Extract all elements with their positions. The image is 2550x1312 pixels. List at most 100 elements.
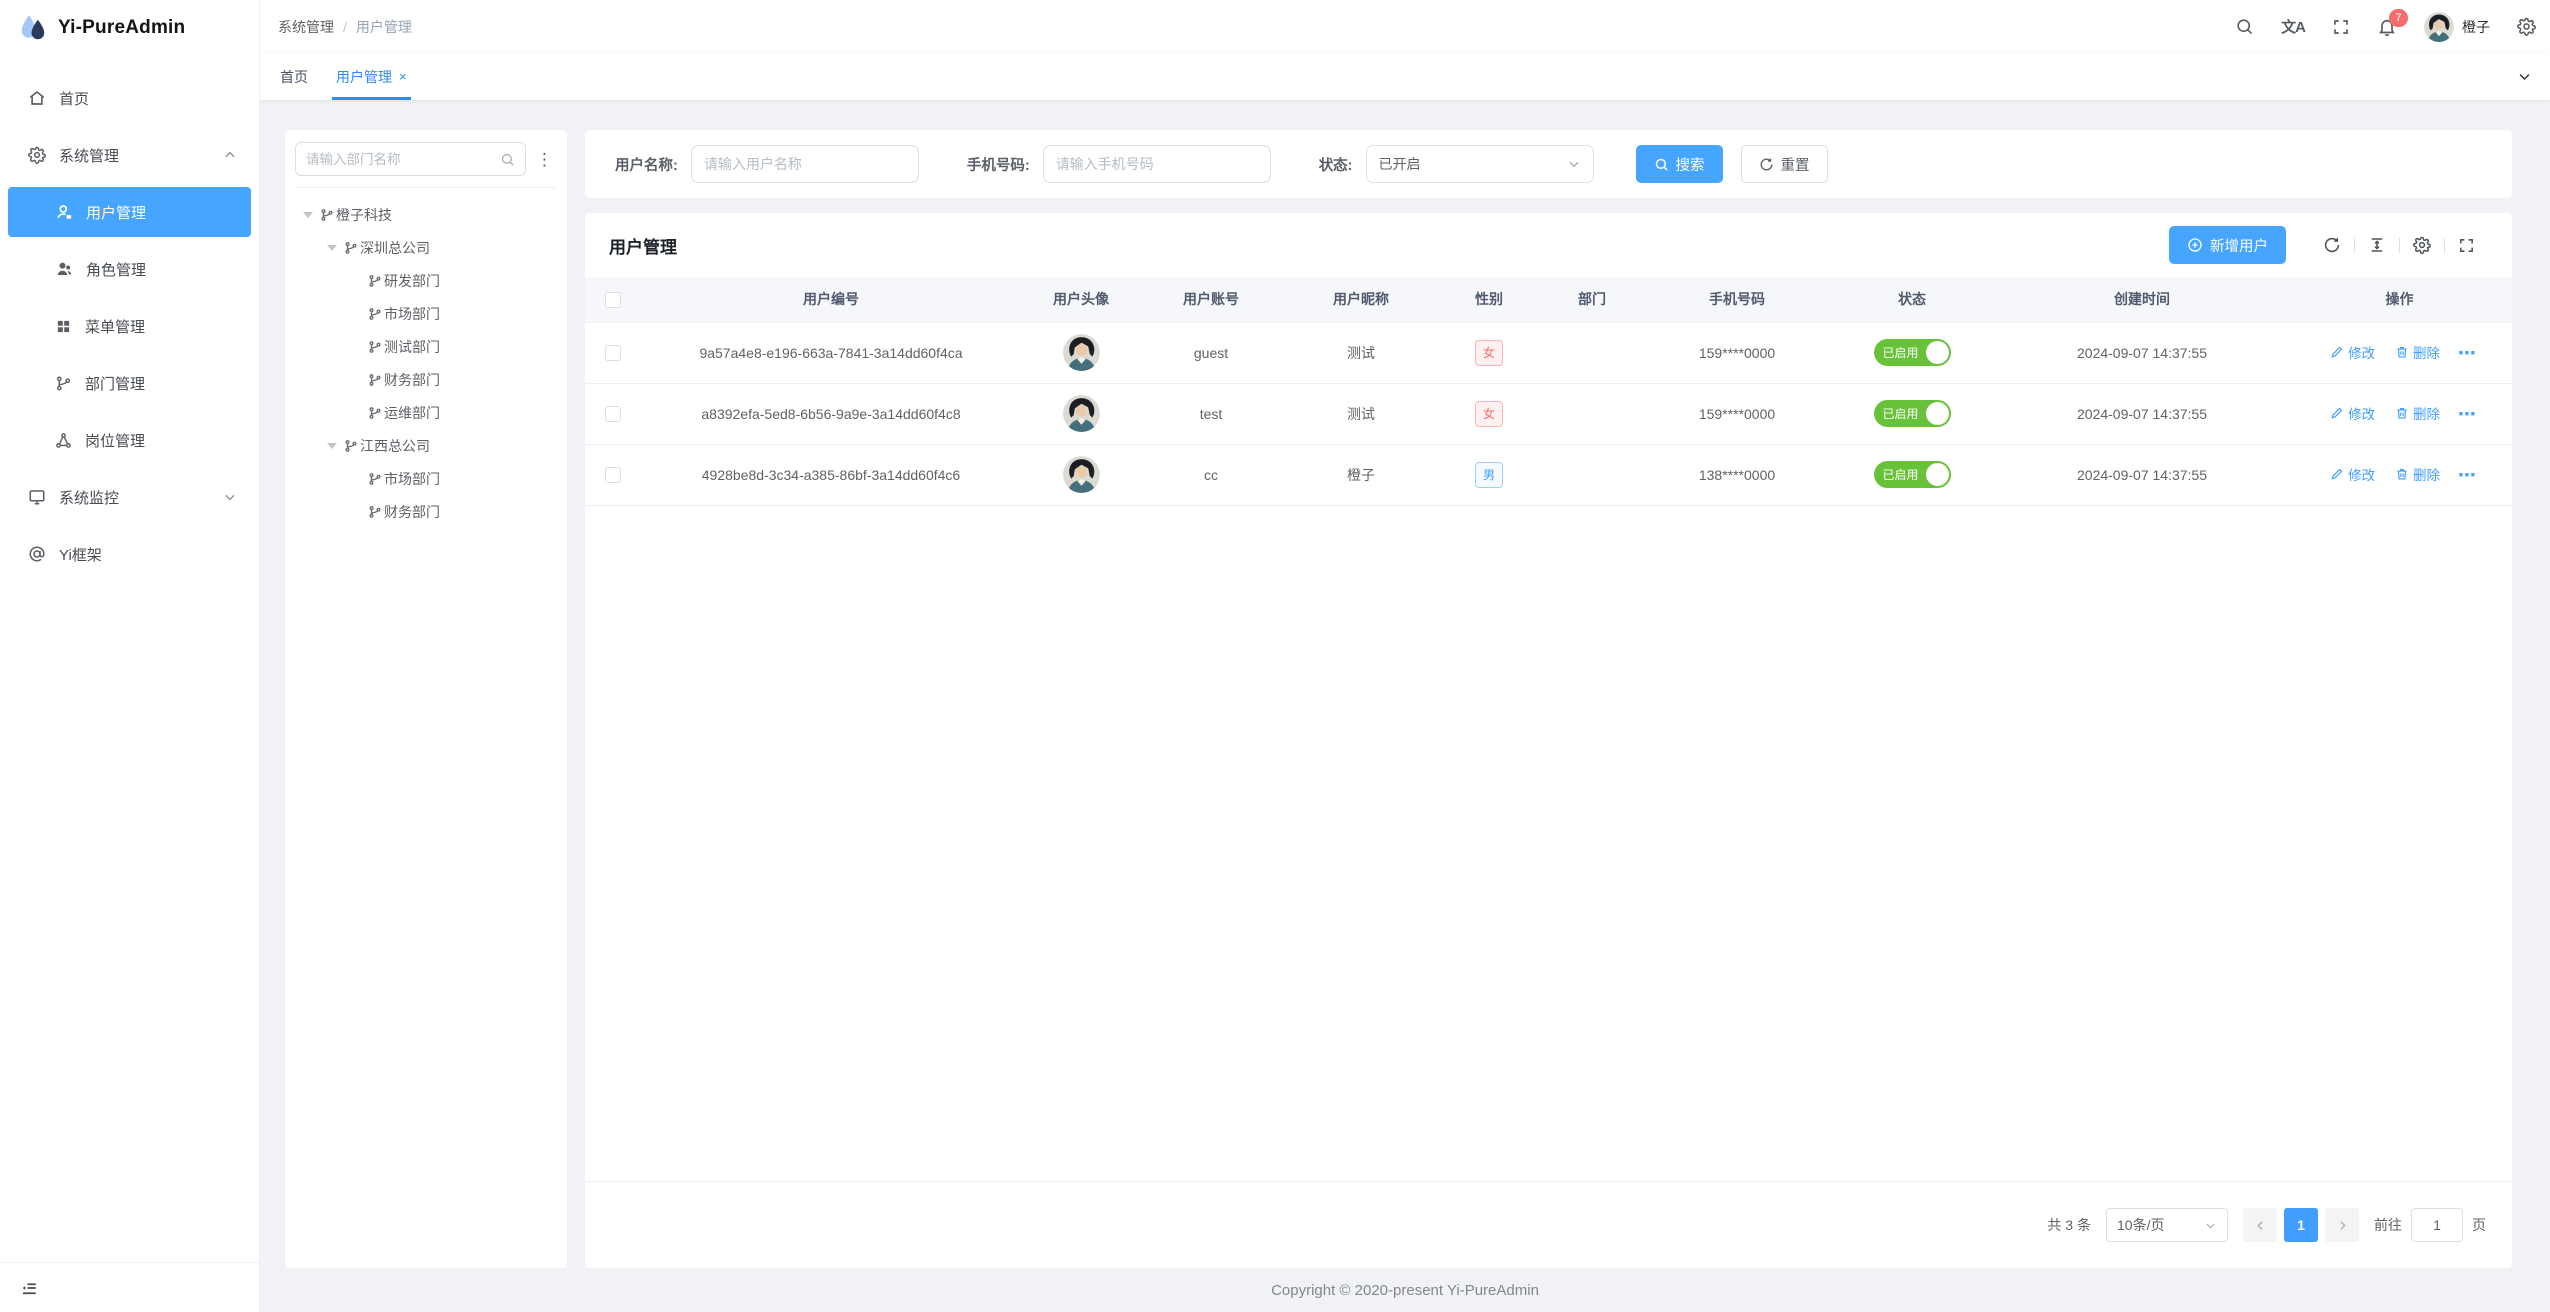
table-fullscreen-icon[interactable] [2445,237,2488,254]
tree-node[interactable]: 财务部门 [295,495,557,528]
department-icon [344,439,358,453]
gender-tag: 女 [1474,339,1503,366]
sidebar-item-menu-admin[interactable]: 菜单管理 [8,301,251,351]
status-toggle[interactable]: 已启用 [1873,339,1951,366]
caret-down-icon[interactable] [327,442,337,449]
tree-node[interactable]: 市场部门 [295,297,557,330]
refresh-icon[interactable] [2310,236,2354,254]
home-icon [28,89,46,107]
sidebar-item-system-admin[interactable]: 系统管理 [8,130,251,180]
tree-node[interactable]: 研发部门 [295,264,557,297]
username-input[interactable] [703,156,906,172]
more-actions-icon[interactable]: ⋯ [2457,403,2477,424]
table-toolbar: 新增用户 [2169,226,2488,264]
column-header: 用户头像 [1021,277,1141,322]
tree-node[interactable]: 市场部门 [295,462,557,495]
row-checkbox[interactable] [605,345,621,362]
sidebar-item-home[interactable]: 首页 [8,73,251,123]
status-toggle[interactable]: 已启用 [1873,400,1951,427]
select-all-checkbox[interactable] [605,291,621,308]
cell-created: 2024-09-07 14:37:55 [1997,383,2287,445]
user-avatar [1063,395,1100,432]
column-settings-gear-icon[interactable] [2400,236,2444,254]
more-actions-icon[interactable]: ⋯ [2457,464,2477,485]
phone-input[interactable] [1055,156,1258,172]
search-icon[interactable] [2235,17,2254,36]
cell-user-id: a8392efa-5ed8-6b56-9a9e-3a14dd60f4c8 [641,383,1021,445]
add-user-button-label: 新增用户 [2210,238,2268,255]
tree-node[interactable]: 财务部门 [295,363,557,396]
tree-node[interactable]: 深圳总公司 [295,231,557,264]
fullscreen-icon[interactable] [2332,18,2350,36]
tree-node[interactable]: 测试部门 [295,330,557,363]
notifications-bell-icon[interactable]: 7 [2377,8,2408,37]
edit-button[interactable]: 修改 [2330,464,2375,484]
sidebar-item-post-admin[interactable]: 岗位管理 [8,415,251,465]
cell-dept [1537,383,1647,445]
cell-phone: 159****0000 [1647,321,1827,384]
cell-account: test [1141,383,1281,445]
sidebar-item-user-admin[interactable]: 用户管理 [8,187,251,237]
search-button[interactable]: 搜索 [1635,145,1723,183]
page-size-select[interactable]: 10条/页 [2106,1208,2228,1242]
collapse-sidebar-icon[interactable] [20,1279,38,1297]
tabs-menu-chevron-icon[interactable] [2499,53,2550,100]
tree-node-label: 市场部门 [384,305,440,322]
tree-node[interactable]: 橙子科技 [295,198,557,231]
sidebar-item-dept-admin[interactable]: 部门管理 [8,358,251,408]
department-icon [368,274,382,288]
cell-phone: 138****0000 [1647,444,1827,506]
tab-close-icon[interactable]: × [399,69,407,84]
cell-phone: 159****0000 [1647,383,1827,445]
breadcrumb-parent[interactable]: 系统管理 [278,18,334,35]
status-toggle[interactable]: 已启用 [1873,461,1951,488]
prev-page-button[interactable] [2243,1208,2277,1242]
tree-node[interactable]: 江西总公司 [295,429,557,462]
reset-button[interactable]: 重置 [1740,145,1828,183]
avatar [2424,12,2454,42]
sidebar-item-label: 系统监控 [59,489,120,507]
column-header: 状态 [1827,277,1997,322]
edit-button[interactable]: 修改 [2330,342,2375,362]
delete-button[interactable]: 删除 [2395,342,2440,362]
sidebar-item-system-monitor[interactable]: 系统监控 [8,472,251,522]
department-search-field[interactable] [295,142,526,176]
column-header: 用户账号 [1141,277,1281,322]
phone-field[interactable] [1042,145,1271,183]
topbar: 系统管理 / 用户管理 文A 7 橙子 [260,0,2550,53]
edit-button[interactable]: 修改 [2330,403,2375,423]
status-select[interactable]: 已开启 [1365,145,1594,183]
settings-gear-icon[interactable] [2517,17,2536,36]
page-number-button[interactable]: 1 [2284,1208,2318,1242]
row-density-icon[interactable] [2355,236,2399,254]
row-checkbox[interactable] [605,406,621,423]
delete-button[interactable]: 删除 [2395,464,2440,484]
app-logo-row[interactable]: Yi-PureAdmin [0,0,259,56]
department-search-input[interactable] [306,151,494,167]
tab-home[interactable]: 首页 [266,53,322,100]
sidebar-collapse-bar [0,1262,259,1312]
department-icon [368,406,382,420]
goto-page-input[interactable] [2411,1208,2463,1242]
next-page-button[interactable] [2325,1208,2359,1242]
app-title: Yi-PureAdmin [58,17,186,38]
translate-icon[interactable]: 文A [2281,19,2306,36]
tree-node[interactable]: 运维部门 [295,396,557,429]
add-user-button[interactable]: 新增用户 [2169,226,2286,264]
sidebar-item-yi-framework[interactable]: Yi框架 [8,529,251,579]
tab-user-admin[interactable]: 用户管理 × [322,53,421,100]
row-checkbox[interactable] [605,467,621,484]
tree-node-label: 江西总公司 [360,437,430,454]
column-header: 用户编号 [641,277,1021,322]
username-field[interactable] [690,145,919,183]
cell-account: guest [1141,321,1281,384]
sidebar-item-role-admin[interactable]: 角色管理 [8,244,251,294]
more-actions-icon[interactable]: ⋯ [2457,342,2477,363]
chevron-down-icon [1567,157,1581,171]
caret-down-icon[interactable] [303,211,313,218]
user-menu[interactable]: 橙子 [2424,12,2490,42]
caret-down-icon[interactable] [327,244,337,251]
more-vertical-icon[interactable]: ⋮ [536,149,553,169]
sidebar-item-label: 菜单管理 [85,318,146,336]
delete-button[interactable]: 删除 [2395,403,2440,423]
